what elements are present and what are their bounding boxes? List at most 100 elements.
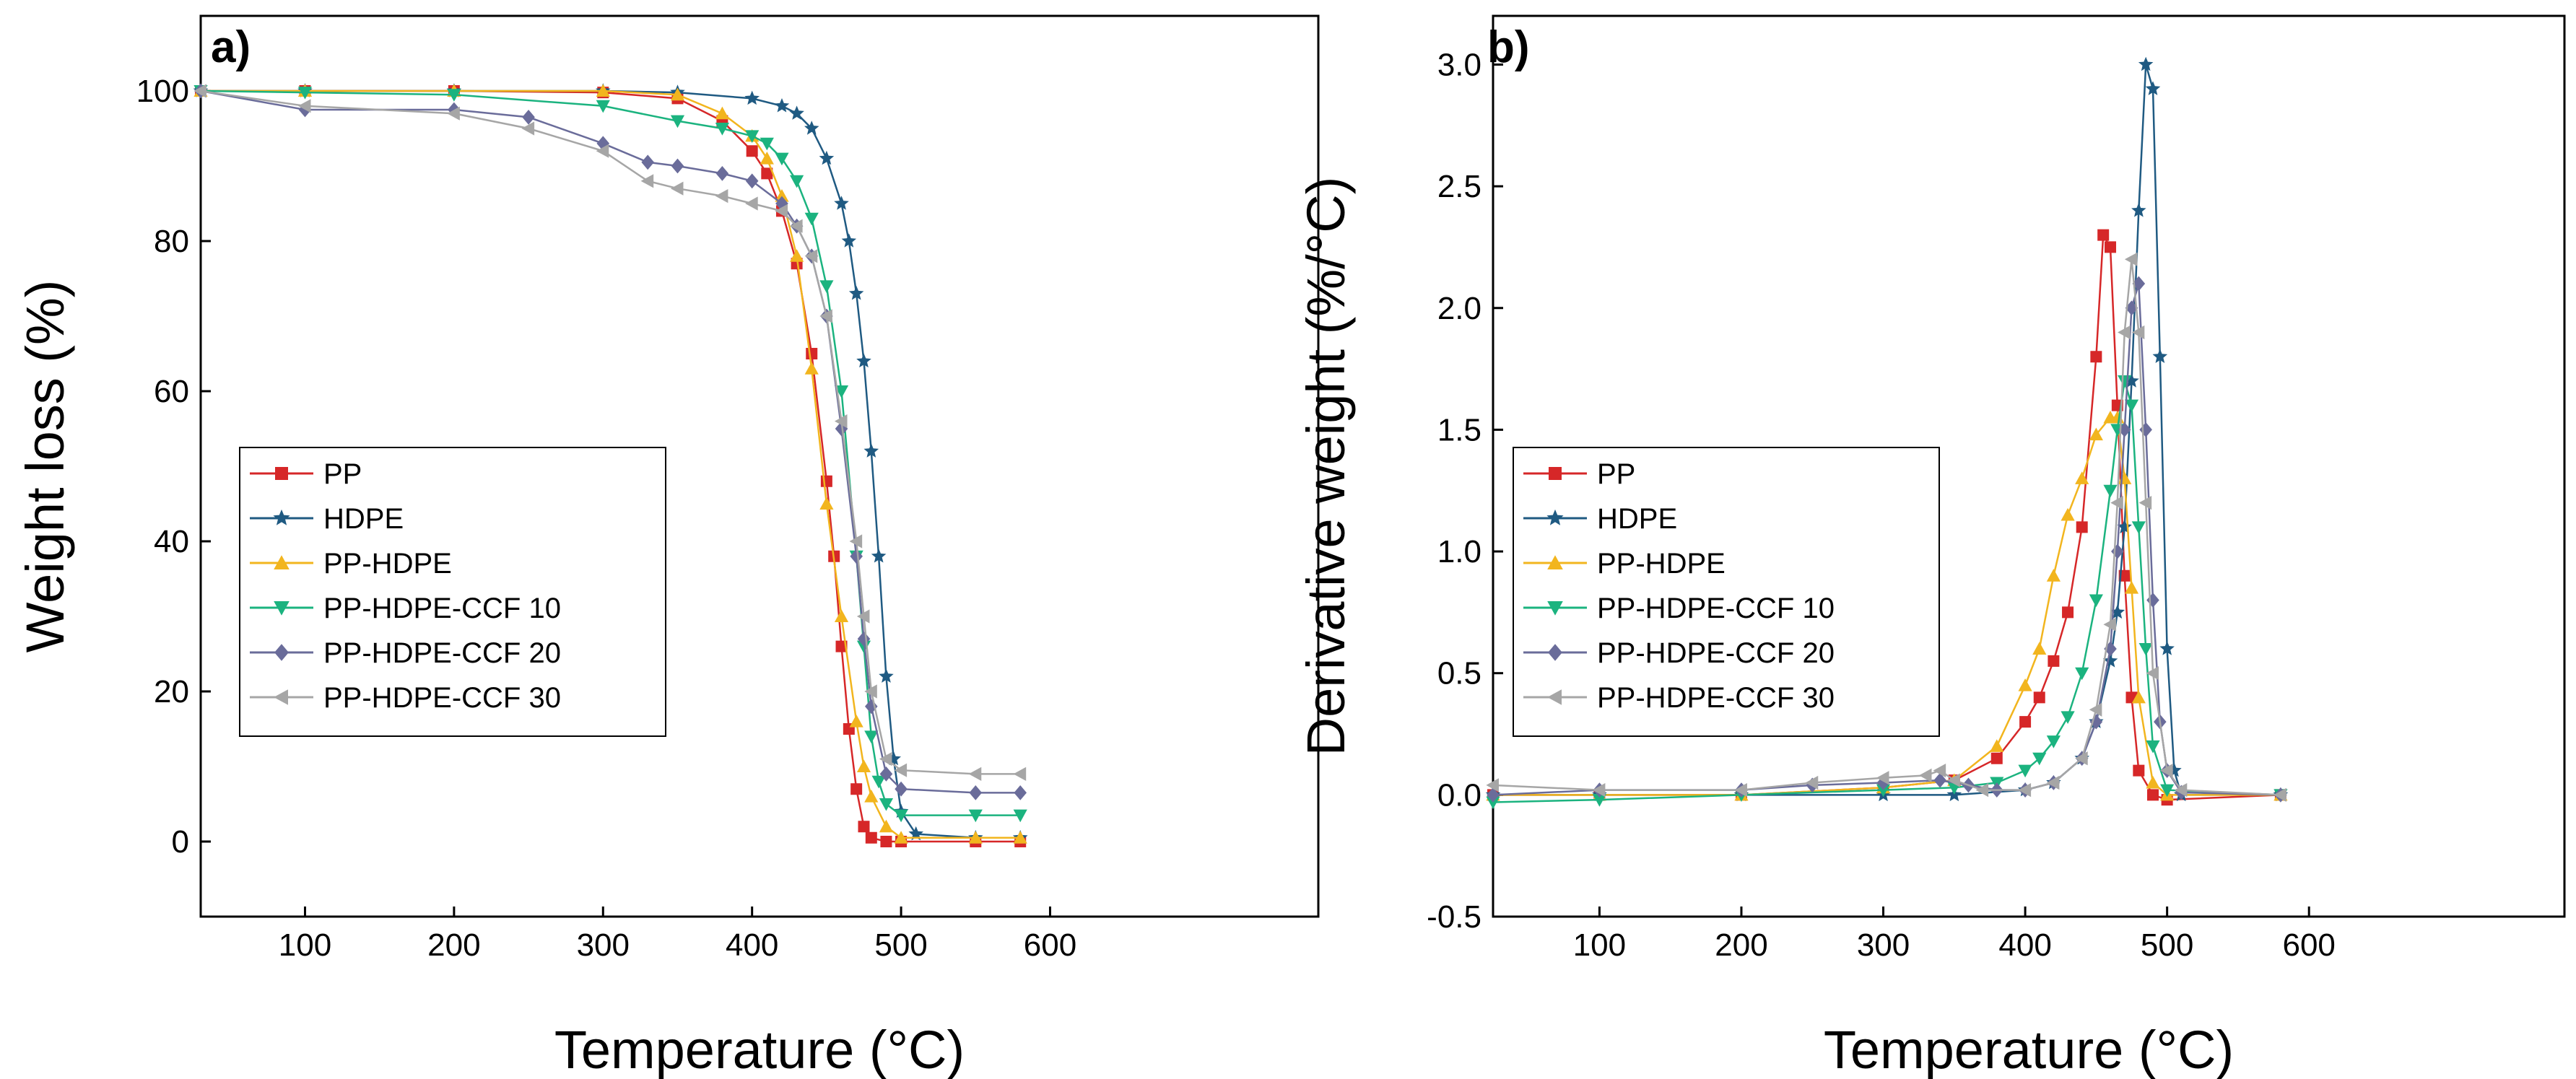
panel-a-y-tick-label: 100 [136,74,189,109]
panel-b-point-pp-hdpe-ccf-30 [1975,783,1989,798]
panel-b-point-pp-hdpe-ccf-30 [1918,768,1932,782]
panel-b-point-pp-hdpe [2124,581,2139,594]
panel-a-point-pp-hdpe-ccf-10 [760,137,774,151]
panel-a-legend: PP HDPE PP-HDPE PP-HDPE-CCF 10 PP-HDPE-CCF 2… [239,447,666,737]
panel-a-line-pp [201,89,1021,843]
panel-a-legend-box [239,447,666,737]
panel-b-point-pp [2062,606,2074,619]
panel-a-legend-swatch-marker [274,644,289,661]
panel-a-legend-swatch-marker [274,555,290,569]
panel-a-point-pp-hdpe-ccf-10 [819,280,834,293]
panel-b-legend-label: PP-HDPE-CCF 20 [1597,637,1835,669]
panel-a-point-pp-hdpe-ccf-10 [775,152,789,166]
panel-a-point-pp-hdpe-ccf-20 [775,196,788,211]
panel-a-legend-item-pp-hdpe-ccf-20: PP-HDPE-CCF 20 [250,637,561,669]
panel-b-point-pp-hdpe-ccf-30 [2075,751,2088,766]
panel-b-legend-swatch-marker [1548,644,1562,661]
panel-b-point-hdpe [2131,203,2146,217]
panel-a-point-pp [858,821,870,833]
panel-a-point-pp-hdpe-ccf-30 [715,189,728,204]
panel-a-legend-item-pp-hdpe: PP-HDPE [250,548,452,580]
panel-b-y-axis-title: Derivative weight (%/°C) [1296,177,1356,756]
panel-a-legend-swatch-marker [274,601,290,616]
panel-a-point-pp-hdpe-ccf-30 [894,763,908,777]
panel-a-point-hdpe [744,90,760,105]
panel-a-point-pp-hdpe-ccf-20 [969,785,983,800]
panel-a-point-pp [865,831,877,844]
panel-b-point-pp-hdpe-ccf-30 [2273,787,2286,802]
panel-b-y-tick-label: 0.0 [1437,777,1481,813]
panel-a-point-pp-hdpe-ccf-30 [849,534,863,549]
panel-a-point-pp-hdpe-ccf-30 [1013,766,1027,781]
panel-a-point-hdpe [848,286,864,300]
panel-b-point-pp-hdpe-ccf-30 [1876,771,1889,785]
panel-b-point-pp-hdpe-ccf-30 [2110,495,2123,510]
panel-b-legend-item-pp-hdpe-ccf-30: PP-HDPE-CCF 30 [1523,682,1835,714]
panel-b-legend-label: PP-HDPE [1597,548,1726,580]
panel-b-legend-item-hdpe: HDPE [1523,503,1677,535]
panel-b-y-tick-label: 1.5 [1437,412,1481,447]
panel-a-label: a) [211,22,251,72]
panel-a-point-pp-hdpe-ccf-30 [790,219,803,233]
panel-b-point-pp-hdpe-ccf-10 [2146,740,2160,753]
panel-a-legend-label: PP-HDPE-CCF 10 [323,593,561,624]
panel-b-point-pp-hdpe-ccf-10 [2046,735,2061,748]
panel-b-point-pp-hdpe [2089,427,2103,441]
panel-a-point-hdpe [863,443,879,458]
panel-b-point-pp-hdpe-ccf-30 [2160,764,2173,778]
panel-a-point-pp-hdpe-ccf-30 [640,174,654,188]
panel-b-point-pp [1990,752,2003,764]
panel-a-x-axis: 100 200 300 400 500 600 [279,907,1076,963]
panel-a-legend-item-pp-hdpe-ccf-10: PP-HDPE-CCF 10 [250,593,561,624]
panel-a-legend-label: PP [323,458,362,490]
panel-a-point-pp-hdpe [715,106,729,120]
panel-a-legend-label: HDPE [323,503,404,535]
panel-a-x-tick-label: 100 [279,927,331,963]
panel-b-point-pp-hdpe-ccf-30 [1486,778,1499,792]
panel-a-point-pp-hdpe-ccf-30 [745,196,758,211]
panel-a-point-pp-hdpe [968,831,983,844]
panel-b-point-pp-hdpe-ccf-30 [2131,325,2145,340]
panel-a-point-pp-hdpe-ccf-30 [297,99,311,113]
panel-b-point-pp-hdpe-ccf-30 [2118,325,2131,340]
panel-b-point-pp-hdpe-ccf-20 [2139,422,2152,437]
panel-a-point-pp-hdpe-ccf-30 [596,144,609,158]
panel-a-legend-swatch-marker [275,467,288,480]
panel-a-point-pp-hdpe-ccf-10 [596,100,610,113]
panel-b-legend-item-pp: PP [1523,458,1635,490]
panel-a-point-pp-hdpe-ccf-20 [715,166,729,181]
panel-a-point-pp-hdpe-ccf-10 [968,809,983,823]
panel-a-point-pp [820,475,832,487]
panel-a-point-pp-hdpe-ccf-10 [715,123,729,136]
panel-a-legend-swatch-marker [274,689,288,705]
panel-a-point-pp [835,640,848,652]
panel-b-point-pp-hdpe-ccf-10 [1876,784,1891,798]
panel-a-point-hdpe [774,98,790,113]
panel-b-series-pp-hdpe-ccf-30 [1486,252,2286,802]
panel-a-point-pp-hdpe-ccf-20 [850,549,863,564]
panel-b-point-pp-hdpe-ccf-10 [2075,667,2089,681]
panel-b-plot-frame [1492,14,2566,918]
panel-a-point-pp-hdpe-ccf-10 [834,385,849,398]
panel-b-x-tick-label: 500 [2141,927,2193,963]
panel-a-point-pp-hdpe-ccf-10 [297,87,313,100]
panel-a-legend-item-hdpe: HDPE [250,503,404,535]
panel-b-legend-label: PP [1597,458,1635,490]
panel-a-point-pp [761,167,773,180]
panel-a-x-axis-title: Temperature (°C) [554,1020,965,1079]
panel-a-point-pp-hdpe-ccf-30 [447,106,460,121]
panel-a-point-pp-hdpe-ccf-10 [894,809,908,823]
panel-a-point-pp-hdpe-ccf-20 [522,110,535,125]
panel-a-x-tick-label: 200 [427,927,480,963]
panel-a-point-pp-hdpe [856,759,871,772]
panel-b-point-pp-hdpe-ccf-30 [2124,252,2138,266]
panel-a-point-pp-hdpe [670,87,685,101]
panel-a-point-pp-hdpe-ccf-30 [968,766,982,781]
panel-a-y-tick-label: 40 [154,524,189,559]
panel-b-y-tick-label: 2.5 [1437,169,1481,204]
panel-b-y-axis: -0.5 0.0 0.5 1.0 1.5 2.0 2.5 3.0 [1427,47,1503,935]
panel-a-point-pp-hdpe-ccf-20 [745,173,759,189]
panel-a-point-pp-hdpe [1013,831,1027,844]
panel-a-point-pp-hdpe [834,609,849,622]
panel-a-point-hdpe [804,121,819,135]
